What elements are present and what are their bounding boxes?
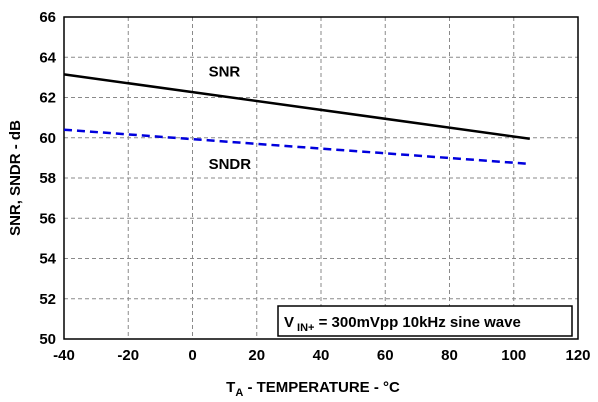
x-tick-label: 60	[377, 347, 394, 364]
annotation-v: V	[284, 314, 294, 331]
x-tick-label: -20	[117, 347, 139, 364]
y-tick-label: 60	[39, 130, 56, 147]
y-tick-label: 62	[39, 90, 56, 107]
snr-series-label: SNR	[209, 63, 241, 80]
y-tick-label: 50	[39, 331, 56, 348]
x-axis-label-main: T	[226, 379, 235, 396]
sndr-line	[63, 128, 530, 166]
annotation-subscript: IN+	[297, 322, 314, 334]
annotation-condition: = 300mVpp 10kHz sine wave	[314, 314, 520, 331]
x-axis-label-rest: - TEMPERATURE - °C	[243, 379, 400, 396]
test-condition-annotation: V IN+ = 300mVpp 10kHz sine wave	[277, 305, 573, 337]
y-axis-ticks: 50 52 54 56 58 60 62 64 66	[39, 9, 56, 348]
y-tick-label: 56	[39, 210, 56, 227]
annotation-text: V IN+ = 300mVpp 10kHz sine wave	[284, 314, 521, 334]
x-tick-label: 0	[188, 347, 196, 364]
x-tick-label: 80	[441, 347, 458, 364]
x-axis-label: TA - TEMPERATURE - °C	[226, 379, 400, 399]
snr-line	[63, 73, 530, 140]
data-series	[63, 73, 530, 166]
grid-lines	[64, 17, 578, 339]
x-tick-label: 120	[565, 347, 590, 364]
y-tick-label: 52	[39, 291, 56, 308]
x-axis-label-subscript: A	[235, 387, 243, 399]
y-tick-label: 54	[39, 251, 56, 268]
y-axis-label: SNR, SNDR - dB	[7, 120, 24, 236]
y-tick-label: 64	[39, 49, 56, 66]
x-tick-label: 100	[501, 347, 526, 364]
x-tick-label: -40	[53, 347, 75, 364]
sndr-series-label: SNDR	[209, 156, 252, 173]
y-tick-label: 58	[39, 170, 56, 187]
x-tick-label: 20	[248, 347, 265, 364]
x-tick-label: 40	[313, 347, 330, 364]
x-axis-ticks: -40 -20 0 20 40 60 80 100 120	[53, 347, 590, 364]
annotation-box	[277, 305, 573, 337]
y-tick-label: 66	[39, 9, 56, 26]
plot-frame	[63, 16, 579, 340]
